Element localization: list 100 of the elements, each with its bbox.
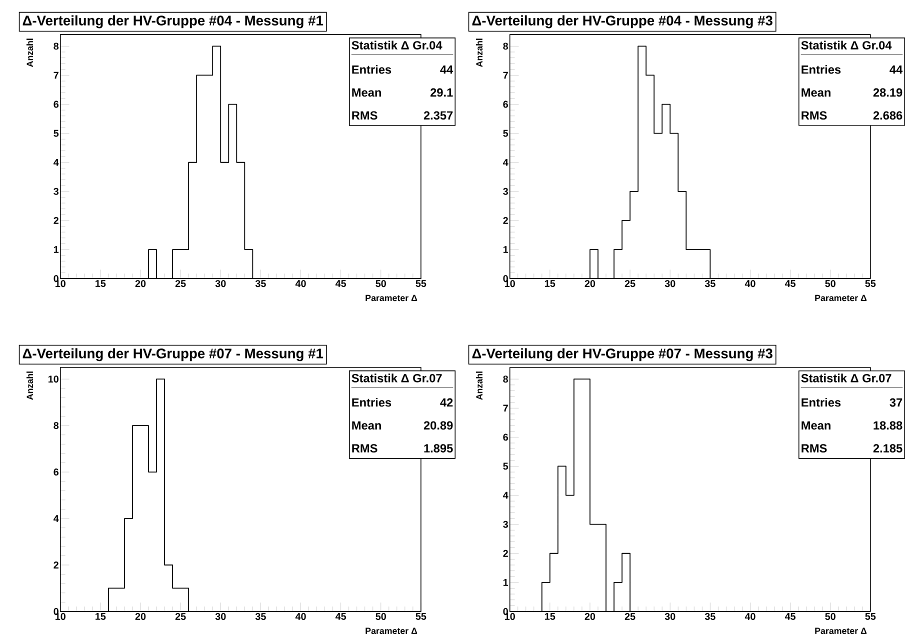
text: 2.185 xyxy=(873,444,902,452)
y-tick-label: 4 xyxy=(503,492,508,499)
x-tick-label: 55 xyxy=(416,280,426,287)
x-tick-label: 45 xyxy=(335,612,346,620)
y-tick-label: 1 xyxy=(503,246,508,253)
x-tick-label: 20 xyxy=(135,280,146,287)
y-tick-label: 7 xyxy=(503,404,508,412)
y-axis-title: Anzahl xyxy=(26,372,34,400)
text: 1.895 xyxy=(424,444,453,452)
x-tick-label: 30 xyxy=(664,612,676,620)
chart-title: Δ-Verteilung der HV-Gruppe #04 - Messung #1 xyxy=(22,15,324,28)
y-axis-title: Anzahl xyxy=(476,372,483,400)
annotation: Entries xyxy=(802,64,841,74)
x-tick-label: 15 xyxy=(96,612,106,620)
x-tick-label: 40 xyxy=(295,612,306,620)
y-axis-title: Anzahl xyxy=(26,38,34,67)
y-tick-label: 6 xyxy=(54,100,59,108)
x-axis-title: Parameter Δ xyxy=(366,294,418,302)
annotation: RMS xyxy=(352,111,378,120)
y-tick-label: 4 xyxy=(54,158,59,166)
x-tick-label: 40 xyxy=(744,280,756,287)
y-tick-label: 8 xyxy=(54,42,59,50)
chart-title: Δ-Verteilung der HV-Gruppe #07 - Messung #3 xyxy=(472,348,772,362)
x-tick-label: 50 xyxy=(376,612,386,620)
y-tick-label: 6 xyxy=(503,434,508,441)
x-tick-label: 15 xyxy=(545,612,556,620)
x-tick-label: 45 xyxy=(784,612,796,620)
y-tick-label: 8 xyxy=(54,422,59,429)
x-tick-label: 20 xyxy=(135,612,146,620)
x-tick-label: 35 xyxy=(704,612,716,620)
y-tick-label: 6 xyxy=(54,468,59,476)
x-tick-label: 15 xyxy=(545,280,556,287)
x-tick-label: 50 xyxy=(376,280,386,287)
annotation: Entries xyxy=(802,398,841,407)
annotation: RMS xyxy=(352,444,378,452)
annotation: Statistik Δ Gr.04 xyxy=(801,40,892,50)
x-tick-label: 45 xyxy=(784,280,796,287)
x-tick-label: 55 xyxy=(865,280,876,287)
y-tick-label: 10 xyxy=(48,376,58,383)
text: 18.88 xyxy=(874,421,902,430)
y-tick-label: 7 xyxy=(503,72,508,79)
text: 2.686 xyxy=(873,111,902,120)
y-tick-label: 8 xyxy=(503,376,508,383)
y-axis-title: Anzahl xyxy=(476,38,483,67)
x-tick-label: 55 xyxy=(865,612,876,620)
y-tick-label: 2 xyxy=(54,216,58,224)
x-tick-label: 55 xyxy=(416,612,426,620)
x-tick-label: 20 xyxy=(584,280,596,287)
x-tick-label: 35 xyxy=(255,612,266,620)
x-tick-label: 25 xyxy=(624,280,636,287)
chart-title: Δ-Verteilung der HV-Gruppe #04 - Messung #3 xyxy=(472,15,772,28)
x-axis-title: Parameter Δ xyxy=(815,294,867,302)
y-tick-label: 7 xyxy=(54,72,58,79)
y-tick-label: 1 xyxy=(503,578,508,586)
text: 42 xyxy=(440,398,453,406)
text: 37 xyxy=(890,398,902,407)
y-tick-label: 4 xyxy=(503,158,508,166)
y-tick-label: 6 xyxy=(503,100,508,108)
text: 44 xyxy=(890,65,903,74)
text: 28.19 xyxy=(873,88,902,97)
x-tick-label: 45 xyxy=(335,280,346,287)
x-tick-label: 30 xyxy=(215,280,226,288)
annotation: Statistik Δ Gr.04 xyxy=(352,40,442,50)
y-tick-label: 5 xyxy=(54,130,59,137)
y-tick-label: 8 xyxy=(503,42,508,50)
x-tick-label: 25 xyxy=(624,612,636,620)
y-tick-label: 4 xyxy=(54,515,59,522)
x-tick-label: 40 xyxy=(295,280,306,287)
text: 20.89 xyxy=(424,421,453,430)
annotation: Mean xyxy=(802,88,830,97)
y-tick-label: 2 xyxy=(54,561,58,568)
x-tick-label: 35 xyxy=(704,280,716,288)
y-tick-label: 1 xyxy=(54,246,59,253)
y-tick-label: 3 xyxy=(54,188,59,195)
x-tick-label: 35 xyxy=(255,280,266,288)
x-axis-title: Parameter Δ xyxy=(366,628,418,634)
y-tick-label: 3 xyxy=(503,520,508,528)
x-tick-label: 30 xyxy=(664,280,676,288)
x-tick-label: 50 xyxy=(825,612,836,620)
annotation: Mean xyxy=(352,88,381,97)
y-tick-label: 2 xyxy=(503,550,508,557)
y-tick-label: 5 xyxy=(503,462,508,470)
x-tick-label: 40 xyxy=(744,612,756,620)
annotation: Mean xyxy=(352,421,381,430)
annotation: Mean xyxy=(802,421,830,430)
x-tick-label: 30 xyxy=(215,612,226,620)
x-tick-label: 25 xyxy=(175,280,186,287)
y-tick-label: 0 xyxy=(54,608,58,615)
annotation: Statistik Δ Gr.07 xyxy=(352,374,442,382)
text: 29.1 xyxy=(430,88,453,97)
x-tick-label: 20 xyxy=(584,612,596,620)
x-tick-label: 50 xyxy=(825,280,836,287)
annotation: Statistik Δ Gr.07 xyxy=(801,374,892,382)
annotation: Entries xyxy=(352,64,392,74)
y-tick-label: 2 xyxy=(503,216,508,224)
text: 2.357 xyxy=(424,111,453,120)
x-tick-label: 25 xyxy=(175,612,186,620)
annotation: Entries xyxy=(352,398,392,407)
chart-title: Δ-Verteilung der HV-Gruppe #07 - Messung #1 xyxy=(22,348,324,362)
text: 44 xyxy=(440,65,454,74)
